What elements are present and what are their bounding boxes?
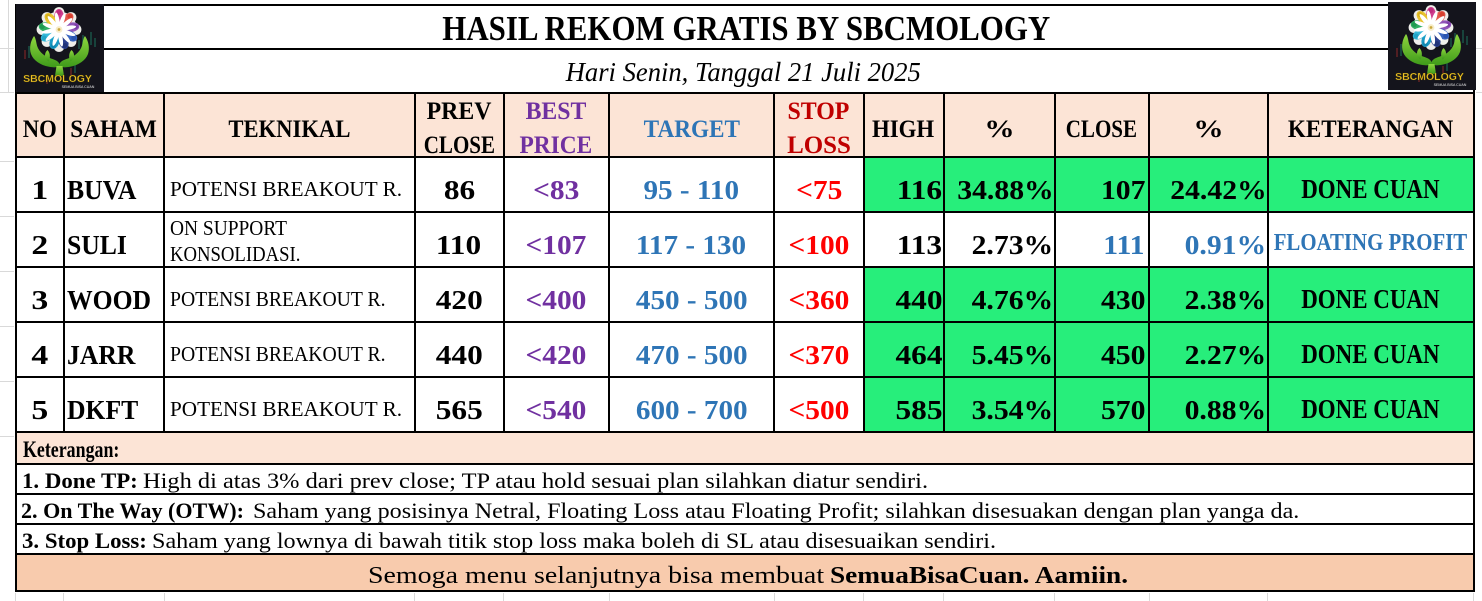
svg-text:SBCMOLOGY: SBCMOLOGY (23, 73, 92, 85)
svg-text:SEMUA BISA CUAN: SEMUA BISA CUAN (1434, 83, 1467, 87)
svg-text:SEMUA BISA CUAN: SEMUA BISA CUAN (62, 85, 95, 89)
svg-text:SBCMOLOGY: SBCMOLOGY (1395, 71, 1464, 83)
